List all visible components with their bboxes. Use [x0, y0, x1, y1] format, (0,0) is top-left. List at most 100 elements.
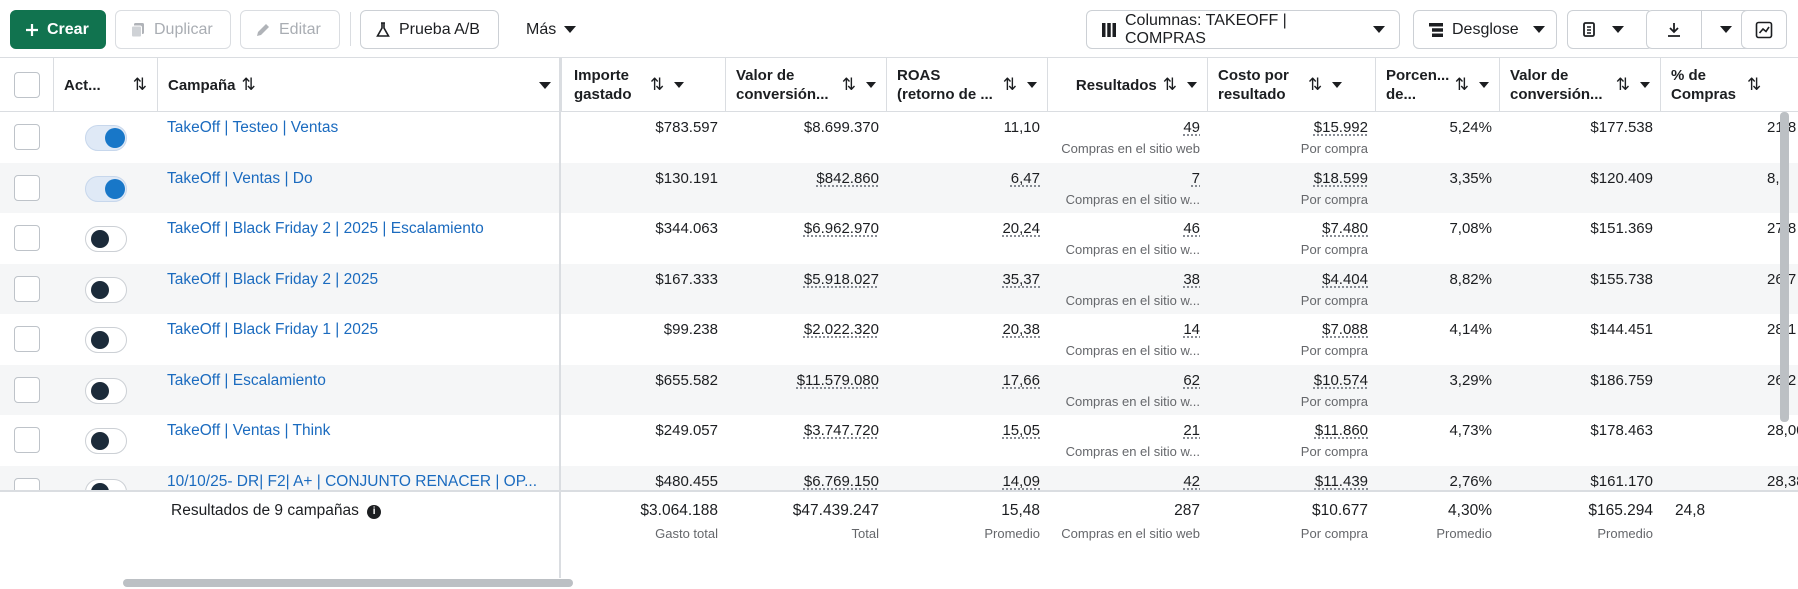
campaign-name-link[interactable]: TakeOff | Ventas | Think: [167, 422, 331, 439]
cell-results: 14 Compras en el sitio w...: [1065, 321, 1200, 358]
columns-icon: [1101, 22, 1117, 38]
cell-roas: 35,37: [1002, 270, 1040, 288]
row-checkbox[interactable]: [14, 225, 40, 251]
cell-results: 21 Compras en el sitio w...: [1065, 422, 1200, 459]
table-row[interactable]: TakeOff | Escalamiento $655.582 $11.579.08…: [0, 364, 1798, 415]
cell-cost: $11.860 Por compra: [1300, 422, 1368, 459]
header-active[interactable]: Act... ⇅: [54, 58, 158, 112]
cell-conv: $11.579.080: [796, 371, 879, 389]
toggle-knob: [105, 128, 125, 148]
chevron-down-icon: [1532, 26, 1545, 33]
cell-results: 38 Compras en el sitio w...: [1065, 270, 1200, 308]
cell-pct-purchases: 28,00: [1767, 422, 1798, 439]
header-campaign[interactable]: Campaña ⇅: [158, 58, 562, 112]
active-toggle[interactable]: [85, 125, 127, 151]
header-amount-spent[interactable]: Importe gastado ⇅: [564, 58, 726, 112]
cell-spent: $480.455: [655, 472, 718, 490]
more-dropdown[interactable]: Más: [512, 10, 592, 49]
horizontal-scrollbar[interactable]: [123, 579, 573, 587]
header-percentage[interactable]: Porcen... de... ⇅: [1376, 58, 1500, 112]
cell-conv2: $120.409: [1590, 169, 1653, 187]
campaigns-table: Act... ⇅ Campaña ⇅ Importe gastado ⇅ Val…: [0, 58, 1798, 490]
campaign-name-link[interactable]: TakeOff | Black Friday 2 | 2025: [167, 270, 379, 288]
cell-pct-purchases: 8,0: [1767, 169, 1788, 187]
ab-test-button[interactable]: Prueba A/B: [360, 10, 499, 49]
row-checkbox[interactable]: [14, 427, 40, 453]
cell-pct: 3,35%: [1449, 169, 1492, 187]
frozen-column-divider: [559, 492, 561, 578]
campaign-name-link[interactable]: TakeOff | Black Friday 2 | 2025 | Escala…: [167, 220, 484, 237]
sort-icon: ⇅: [841, 75, 856, 94]
active-toggle[interactable]: [85, 276, 127, 303]
summary-conversion-value-2: $165.294 Promedio: [1588, 502, 1653, 541]
chart-icon: [1755, 21, 1773, 39]
info-icon[interactable]: i: [367, 505, 382, 519]
table-row[interactable]: 10/10/25- DR| F2| A+ | CONJUNTO RENACER …: [0, 465, 1798, 490]
cell-conv2: $178.463: [1590, 422, 1653, 439]
campaign-name-link[interactable]: 10/10/25- DR| F2| A+ | CONJUNTO RENACER …: [167, 472, 537, 490]
campaign-name-link[interactable]: TakeOff | Black Friday 1 | 2025: [167, 321, 379, 338]
active-toggle[interactable]: [85, 226, 127, 252]
row-checkbox[interactable]: [14, 376, 40, 403]
table-row[interactable]: TakeOff | Ventas | Do $130.191 $842.860 6,4…: [0, 162, 1798, 213]
cell-spent: $655.582: [655, 371, 718, 389]
active-toggle[interactable]: [85, 478, 127, 490]
row-checkbox[interactable]: [14, 124, 40, 150]
cell-cost: $18.599 Por compra: [1300, 169, 1368, 207]
row-checkbox[interactable]: [14, 477, 40, 490]
table-row[interactable]: TakeOff | Testeo | Ventas $783.597 $8.699.…: [0, 112, 1798, 162]
duplicate-button[interactable]: Duplicar: [115, 10, 231, 49]
table-row[interactable]: TakeOff | Black Friday 1 | 2025 $99.238 $2…: [0, 314, 1798, 364]
header-conversion-value-2[interactable]: Valor de conversión... ⇅: [1500, 58, 1661, 112]
summary-conversion-value: $47.439.247 Total: [792, 502, 879, 541]
active-toggle[interactable]: [85, 327, 127, 353]
export-button[interactable]: [1646, 10, 1702, 49]
cell-spent: $99.238: [663, 321, 718, 338]
chevron-down-icon: [1027, 82, 1037, 88]
cell-conv2: $186.759: [1590, 371, 1653, 389]
active-toggle[interactable]: [85, 377, 127, 404]
campaign-name-link[interactable]: TakeOff | Ventas | Do: [167, 169, 313, 187]
cell-roas: 6,47: [1010, 169, 1040, 187]
cell-results: 42: [1183, 472, 1200, 490]
cell-conv2: $177.538: [1590, 119, 1653, 136]
vertical-scrollbar[interactable]: [1780, 112, 1789, 422]
table-row[interactable]: TakeOff | Black Friday 2 | 2025 | Escala…: [0, 213, 1798, 263]
select-all-checkbox[interactable]: [13, 72, 40, 98]
row-checkbox[interactable]: [14, 174, 40, 201]
table-row[interactable]: TakeOff | Ventas | Think $249.057 $3.747.7…: [0, 415, 1798, 465]
chevron-down-icon: [1479, 82, 1489, 88]
header-results[interactable]: Resultados ⇅: [1048, 58, 1208, 112]
sort-icon: ⇅: [1454, 75, 1469, 94]
breakdown-dropdown[interactable]: Desglose: [1413, 10, 1557, 49]
header-roas[interactable]: ROAS (retorno de ... ⇅: [887, 58, 1048, 112]
frozen-column-divider: [559, 58, 561, 490]
row-checkbox[interactable]: [14, 326, 40, 352]
active-toggle[interactable]: [85, 175, 127, 202]
cell-cost: $7.088 Por compra: [1300, 321, 1368, 358]
toolbar: Crear Duplicar Editar Prueba A/B Más Col…: [0, 0, 1798, 58]
cell-cost: $11.439: [1314, 472, 1368, 490]
header-cost-per-result[interactable]: Costo por resultado ⇅: [1208, 58, 1376, 112]
cell-conv: $5.918.027: [803, 270, 879, 288]
row-checkbox[interactable]: [14, 275, 40, 302]
duplicate-icon: [130, 22, 146, 38]
edit-button[interactable]: Editar: [240, 10, 340, 49]
chevron-down-icon: [1373, 26, 1385, 33]
summary-percentage: 4,30% Promedio: [1436, 502, 1492, 541]
cell-pct: 4,14%: [1449, 321, 1492, 338]
active-toggle[interactable]: [85, 428, 127, 454]
campaign-name-link[interactable]: TakeOff | Testeo | Ventas: [167, 119, 339, 136]
create-button[interactable]: Crear: [10, 10, 106, 49]
charts-button[interactable]: [1741, 10, 1787, 49]
reports-dropdown[interactable]: [1567, 10, 1653, 49]
header-pct-purchases[interactable]: % de Compras ⇅: [1671, 67, 1762, 103]
columns-dropdown[interactable]: Columnas: TAKEOFF | COMPRAS: [1086, 10, 1400, 49]
toggle-knob: [91, 432, 109, 450]
sort-icon: ⇅: [241, 75, 256, 94]
cell-roas: 14,09: [1002, 472, 1040, 490]
header-conversion-value[interactable]: Valor de conversión... ⇅: [726, 58, 887, 112]
campaign-name-link[interactable]: TakeOff | Escalamiento: [167, 371, 326, 389]
table-row[interactable]: TakeOff | Black Friday 2 | 2025 $167.333 $…: [0, 263, 1798, 314]
sort-icon: ⇅: [1615, 75, 1630, 94]
